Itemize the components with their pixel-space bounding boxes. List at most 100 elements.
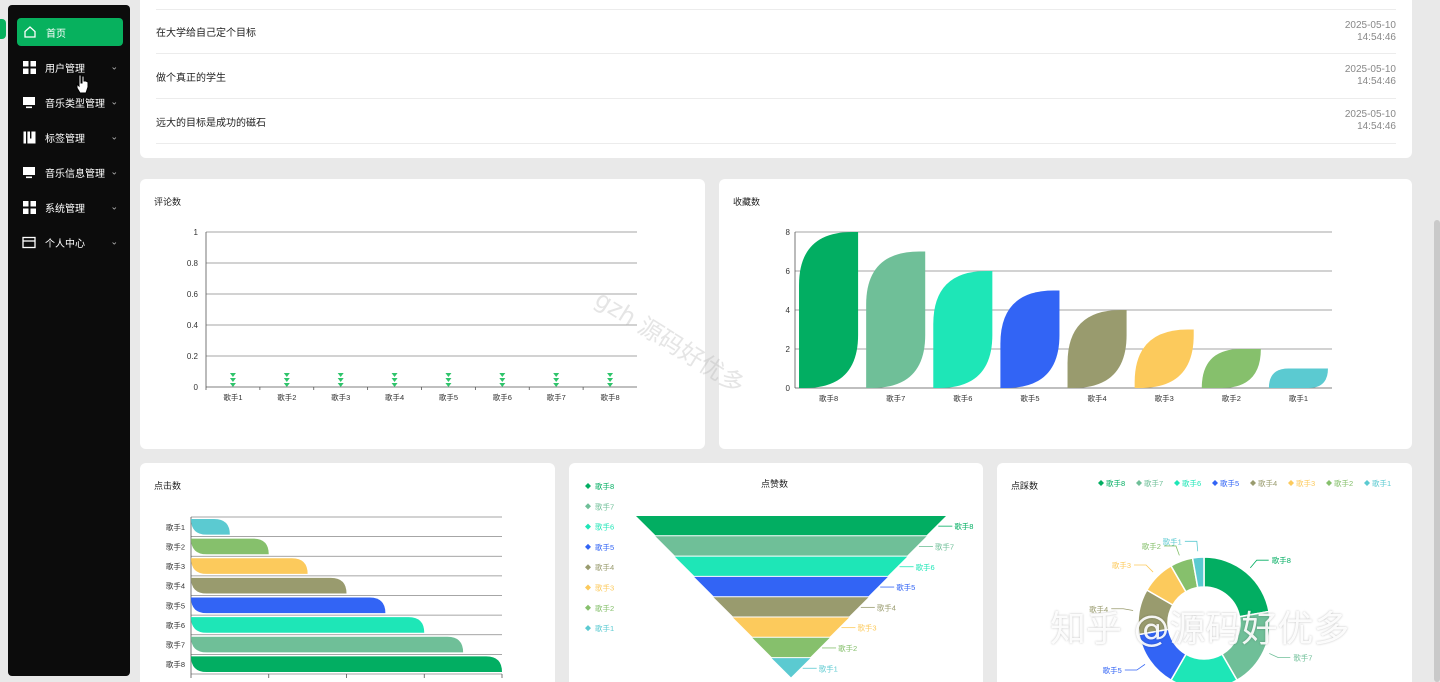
data-point	[499, 383, 506, 387]
list-item[interactable]: 做个真正的学生 2025-05-10 14:54:46	[156, 54, 1396, 99]
legend-marker	[1288, 480, 1294, 486]
legend-marker	[1364, 480, 1370, 486]
x-tick-label: 歌手2	[277, 392, 296, 402]
sidebar-item-label: 标签管理	[45, 134, 85, 145]
bar	[799, 232, 859, 388]
legend-marker	[1250, 480, 1256, 486]
x-tick-label: 歌手8	[819, 393, 838, 403]
data-label: 歌手6	[916, 562, 935, 572]
legend-marker	[585, 584, 591, 591]
sidebar-item-label: 用户管理	[45, 64, 85, 75]
chart-title: 点击数	[154, 481, 182, 491]
funnel-segment	[674, 556, 908, 576]
sidebar-item-system[interactable]: 系统管理 ⌄	[8, 190, 130, 225]
legend-label: 歌手4	[1258, 478, 1277, 488]
data-label: 歌手3	[1112, 560, 1131, 570]
funnel-segment	[771, 658, 811, 678]
funnel-segment	[732, 617, 850, 637]
tag-icon	[22, 131, 36, 145]
x-tick-label: 歌手3	[331, 392, 350, 402]
data-label: 歌手7	[1293, 653, 1312, 663]
data-label: 歌手8	[1272, 555, 1291, 565]
x-tick-label: 歌手1	[223, 392, 242, 402]
data-point	[337, 373, 344, 377]
label-line	[1163, 545, 1180, 556]
x-tick-label: 歌手6	[953, 393, 972, 403]
bar	[191, 518, 230, 535]
y-tick-label: 4	[786, 306, 791, 315]
notice-time: 2025-05-10 14:54:46	[1344, 109, 1396, 132]
favorites-chart-card: 收藏数 0 2 4 6 8 歌手8 歌手7 歌手6 歌手5 歌手4 歌手3 歌手2 歌手1	[719, 179, 1412, 449]
bar	[1000, 290, 1060, 388]
data-point	[607, 383, 614, 387]
sidebar-item-music-type[interactable]: 音乐类型管理 ⌄	[8, 85, 130, 120]
sidebar-item-home[interactable]: 首页	[17, 18, 123, 46]
likes-chart: 歌手8歌手7歌手6歌手5歌手4歌手3歌手2歌手1歌手8歌手7歌手6歌手5歌手4歌…	[585, 481, 973, 678]
dislikes-chart: 歌手8歌手7歌手6歌手5歌手4歌手3歌手2歌手1歌手8歌手7歌手6歌手5歌手4歌…	[1089, 478, 1391, 682]
label-line	[1134, 564, 1154, 573]
label-line	[1111, 608, 1134, 611]
legend-marker	[585, 564, 591, 571]
y-tick-label: 歌手2	[166, 541, 185, 551]
data-label: 歌手1	[1163, 536, 1182, 546]
data-label: 歌手4	[1089, 604, 1108, 614]
chevron-down-icon: ⌄	[110, 130, 118, 141]
data-label: 歌手2	[838, 643, 857, 653]
sidebar-item-label: 音乐类型管理	[45, 99, 105, 110]
sidebar-item-profile[interactable]: 个人中心 ⌄	[8, 225, 130, 260]
notice-time: 2025-05-10 14:54:46	[1344, 64, 1396, 87]
list-item[interactable]: 远大的目标是成功的磁石 2025-05-10 14:54:46	[156, 99, 1396, 144]
y-tick-label: 0.2	[187, 352, 199, 361]
label-line	[1124, 663, 1146, 671]
legend-label: 歌手3	[1296, 478, 1315, 488]
notice-title: 在大学给自己定个目标	[156, 28, 256, 39]
legend-label: 歌手4	[595, 562, 614, 572]
x-tick-label: 歌手7	[886, 393, 905, 403]
data-label: 歌手8	[954, 521, 973, 531]
funnel-segment	[655, 536, 927, 556]
bar	[866, 251, 926, 388]
data-point	[283, 383, 290, 387]
bar	[191, 558, 308, 574]
data-point	[391, 383, 398, 387]
y-tick-label: 歌手3	[166, 561, 185, 571]
sidebar-item-users[interactable]: 用户管理 ⌄	[8, 50, 130, 85]
sidebar: 首页 用户管理 ⌄ 音乐类型管理 ⌄ 标签管理 ⌄ 音乐信息管理 ⌄ 系统管理 …	[8, 5, 130, 676]
monitor-icon	[22, 166, 36, 180]
label-line	[1184, 540, 1199, 552]
y-tick-label: 8	[786, 228, 791, 237]
bar	[1201, 349, 1261, 388]
chevron-down-icon: ⌄	[110, 60, 118, 71]
y-tick-label: 歌手8	[166, 659, 185, 669]
data-point	[445, 373, 452, 377]
sidebar-item-tags[interactable]: 标签管理 ⌄	[8, 120, 130, 155]
comments-chart: 0 0.2 0.4 0.6 0.8 1 歌手1 歌手2 歌手3 歌手4 歌手5 歌手6 歌手7 歌手8	[187, 228, 637, 402]
y-tick-label: 0.6	[187, 290, 199, 299]
data-point	[445, 378, 452, 382]
y-tick-label: 歌手7	[166, 640, 185, 650]
x-tick-label: 歌手5	[1020, 393, 1039, 403]
pie-slice	[1191, 556, 1205, 589]
data-point	[229, 378, 236, 382]
list-item[interactable]: 在大学给自己定个目标 2025-05-10 14:54:46	[156, 9, 1396, 54]
data-point	[229, 383, 236, 387]
legend-marker	[585, 503, 591, 510]
bar	[191, 538, 269, 555]
bar	[191, 577, 347, 594]
data-point	[283, 378, 290, 382]
comments-chart-card: 评论数 0 0.2 0.4 0.6 0.8 1 歌手1 歌手2 歌手3 歌手4 歌手5 歌手6 歌手7 歌…	[140, 179, 705, 449]
label-line	[1249, 559, 1269, 569]
grid-icon	[22, 201, 36, 215]
legend-marker	[585, 543, 591, 550]
data-label: 歌手7	[935, 541, 954, 551]
sidebar-item-music-info[interactable]: 音乐信息管理 ⌄	[8, 155, 130, 190]
legend-marker	[1174, 480, 1180, 486]
scrollbar[interactable]	[1434, 220, 1440, 682]
data-label: 歌手4	[877, 602, 896, 612]
data-label: 歌手3	[857, 623, 876, 633]
funnel-segment	[636, 516, 946, 536]
x-tick-label: 歌手6	[493, 392, 512, 402]
x-tick-label: 歌手8	[600, 392, 619, 402]
label-line	[1269, 653, 1291, 659]
data-point	[499, 373, 506, 377]
